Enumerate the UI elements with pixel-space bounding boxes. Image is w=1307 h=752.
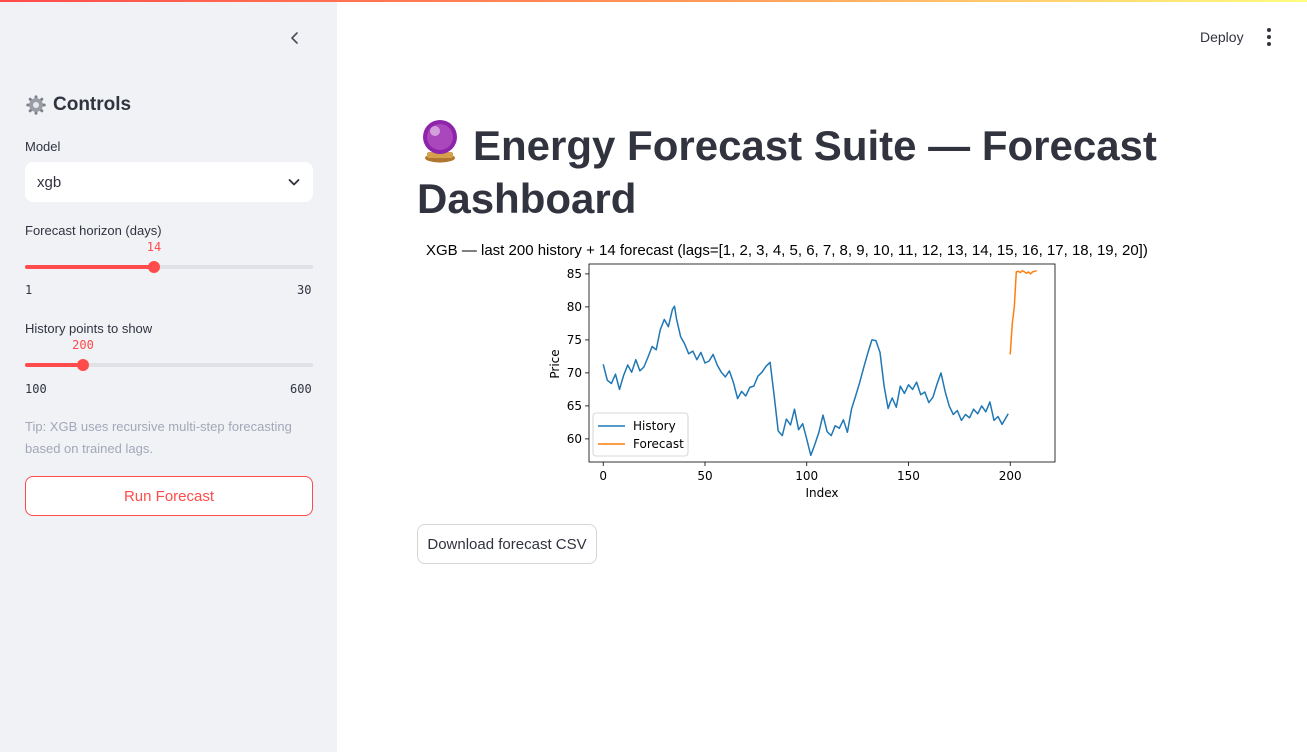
top-decoration-bar [0,0,1307,2]
model-label: Model [25,139,61,154]
page-title-text: Energy Forecast Suite — Forecast Dashboa… [417,122,1157,222]
menu-dot-icon [1267,28,1271,32]
sidebar: Controls Model xgb Forecast horizon (day… [0,0,337,752]
y-tick-label: 65 [567,399,582,413]
page-title: Energy Forecast Suite — Forecast Dashboa… [417,118,1277,225]
menu-dot-icon [1267,35,1271,39]
chevron-down-icon [288,179,300,186]
chart-legend: History Forecast [592,412,689,457]
x-tick-label: 50 [697,469,712,483]
x-tick-label: 100 [795,469,818,483]
tip-text: Tip: XGB uses recursive multi-step forec… [25,419,292,456]
model-select-value: xgb [37,173,62,191]
plot-frame [588,263,1056,463]
horizon-slider-value: 14 [146,240,162,254]
history-max: 600 [290,382,312,396]
y-tick-label: 60 [567,432,582,446]
history-slider-value: 200 [72,338,94,352]
horizon-label: Forecast horizon (days) [25,223,162,238]
history-label: History points to show [25,321,153,336]
horizon-slider-thumb[interactable] [148,261,160,273]
deploy-button[interactable]: Deploy [1200,29,1244,45]
y-tick-label: 70 [567,366,582,380]
download-csv-button[interactable]: Download forecast CSV [417,524,597,564]
sidebar-title: Controls [53,94,132,115]
run-forecast-button[interactable]: Run Forecast [25,476,313,516]
series-line-history [602,305,1009,457]
y-axis-label: Price [548,349,562,378]
legend-label-history: History [633,419,676,433]
horizon-slider[interactable]: 14 [25,240,313,273]
main-menu-button[interactable] [1260,26,1278,48]
collapse-sidebar-button[interactable] [283,26,307,50]
history-slider-thumb[interactable] [77,359,89,371]
horizon-max: 30 [297,283,312,297]
sidebar-header: Controls [25,94,131,116]
chart-title: XGB — last 200 history + 14 forecast (la… [426,242,1148,259]
horizon-min: 1 [25,283,33,297]
x-axis-label: Index [805,486,838,500]
y-tick-label: 85 [567,267,582,281]
gear-icon [26,95,46,115]
legend-box [592,412,689,457]
chevron-left-icon [291,32,298,44]
history-min: 100 [25,382,47,396]
horizon-slider-fill [25,265,154,269]
x-tick-label: 150 [897,469,920,483]
crystal-ball-icon [423,120,457,163]
menu-dot-icon [1267,42,1271,46]
x-tick-label: 200 [999,469,1022,483]
y-tick-label: 75 [567,333,582,347]
model-select[interactable]: xgb [25,162,313,202]
series-line-forecast [1009,269,1037,355]
history-slider[interactable]: 200 [25,338,313,371]
history-slider-fill [25,363,83,367]
x-tick-label: 0 [599,469,607,483]
forecast-chart: 0 50 100 150 200 60 65 70 75 80 85 Index Price His… [548,263,1056,500]
legend-label-forecast: Forecast [633,437,684,451]
y-tick-label: 80 [567,300,582,314]
